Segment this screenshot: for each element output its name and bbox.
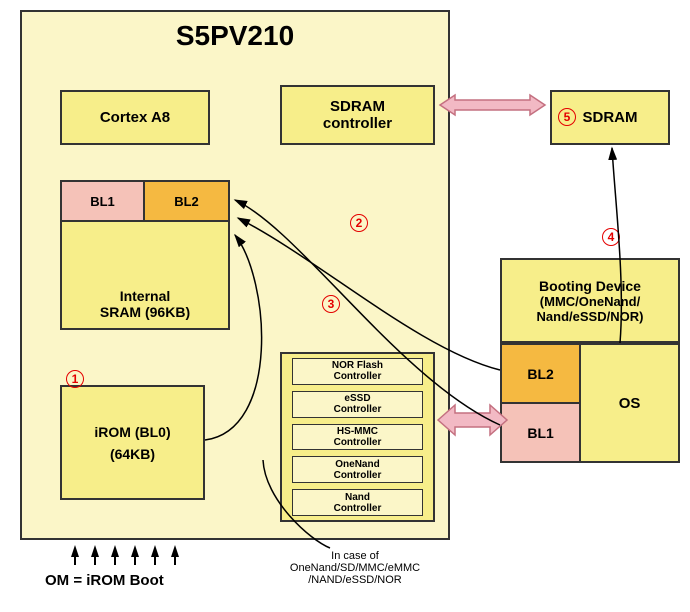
bootdev-bl1: BL1 xyxy=(502,404,581,461)
controller-item: HS-MMC Controller xyxy=(292,424,424,451)
om-arrow-icon xyxy=(91,545,99,557)
sram-label2: SRAM (96KB) xyxy=(100,304,190,320)
irom-l1: iROM (BL0) xyxy=(94,424,170,440)
booting-device-block: Booting Device (MMC/OneNand/ Nand/eSSD/N… xyxy=(500,258,680,343)
step-1-icon: 1 xyxy=(66,370,84,388)
footer-l1: In case of xyxy=(270,550,440,562)
step-5-icon: 5 xyxy=(558,108,576,126)
step-3-label: 3 xyxy=(328,297,335,311)
om-arrow-stem xyxy=(114,557,116,565)
sram-bl2: BL2 xyxy=(145,182,228,222)
om-arrow-stem xyxy=(174,557,176,565)
sdram-controller-block: SDRAM controller xyxy=(280,85,435,145)
om-arrow-icon xyxy=(151,545,159,557)
sram-label1: Internal xyxy=(120,288,171,304)
bootdev-bl2-label: BL2 xyxy=(527,366,553,382)
cortex-label: Cortex A8 xyxy=(100,109,170,126)
controller-item: NOR Flash Controller xyxy=(292,358,424,385)
om-arrow-stem xyxy=(154,557,156,565)
booting-l2: (MMC/OneNand/ xyxy=(540,294,640,309)
irom-block: iROM (BL0) (64KB) xyxy=(60,385,205,500)
booting-l3: Nand/eSSD/NOR) xyxy=(537,309,644,324)
sdram-label: SDRAM xyxy=(583,109,638,126)
step-2-label: 2 xyxy=(356,216,363,230)
internal-sram-block: BL1 BL2 Internal SRAM (96KB) xyxy=(60,180,230,330)
footer-text: In case of OneNand/SD/MMC/eMMC /NAND/eSS… xyxy=(270,550,440,586)
step-3-icon: 3 xyxy=(322,295,340,313)
booting-l1: Booting Device xyxy=(539,278,641,294)
om-arrow-stem xyxy=(134,557,136,565)
om-arrow-stem xyxy=(94,557,96,565)
footer-l2: OneNand/SD/MMC/eMMC xyxy=(270,562,440,574)
om-arrow-icon xyxy=(111,545,119,557)
om-arrow-icon xyxy=(71,545,79,557)
step-4-icon: 4 xyxy=(602,228,620,246)
om-arrow-stem xyxy=(74,557,76,565)
footer-l3: /NAND/eSSD/NOR xyxy=(270,574,440,586)
irom-l2: (64KB) xyxy=(110,446,155,462)
bootdev-os: OS xyxy=(581,345,678,461)
om-label: OM = iROM Boot xyxy=(45,572,164,589)
sram-bl1-label: BL1 xyxy=(90,194,115,209)
controllers-block: NOR Flash Controller eSSD Controller HS-MM… xyxy=(280,352,435,522)
sram-bl2-label: BL2 xyxy=(174,194,199,209)
bootdev-bl2: BL2 xyxy=(502,345,581,404)
sdram-ctrl-l1: SDRAM xyxy=(330,98,385,115)
chip-title: S5PV210 xyxy=(22,20,448,52)
sdram-ctrl-l2: controller xyxy=(323,115,392,132)
bootdev-block: BL2 BL1 OS xyxy=(500,343,680,463)
controller-item: Nand Controller xyxy=(292,489,424,516)
cortex-a8-block: Cortex A8 xyxy=(60,90,210,145)
bootdev-bl1-label: BL1 xyxy=(527,425,553,441)
bus-arrow-sdram-icon xyxy=(440,95,545,115)
bootdev-os-label: OS xyxy=(619,395,641,412)
controller-item: eSSD Controller xyxy=(292,391,424,418)
om-arrow-icon xyxy=(131,545,139,557)
step-2-icon: 2 xyxy=(350,214,368,232)
step-1-label: 1 xyxy=(72,372,79,386)
sram-bl1: BL1 xyxy=(62,182,145,222)
step-5-label: 5 xyxy=(564,110,571,124)
step-4-label: 4 xyxy=(608,230,615,244)
controller-item: OneNand Controller xyxy=(292,456,424,483)
om-arrow-icon xyxy=(171,545,179,557)
